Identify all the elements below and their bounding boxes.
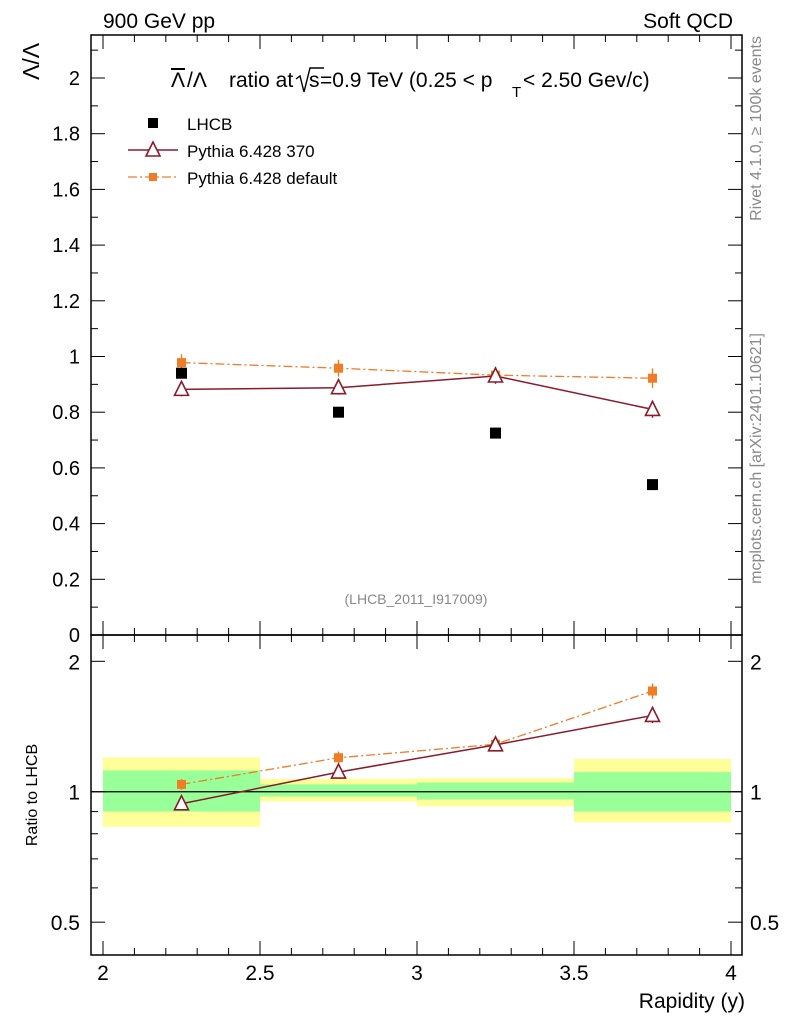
legend-label-pythia-default: Pythia 6.428 default [187, 169, 338, 188]
ratio-pythia-default-point [177, 779, 186, 789]
lhcb-data-point [647, 479, 658, 491]
title-part-d: T [512, 84, 521, 101]
ratio-y-label: Ratio to LHCB [24, 744, 41, 846]
y-tick-label: 0.8 [52, 402, 80, 424]
title-lambda: /Λ [187, 69, 207, 92]
y-tick-label: 1.4 [52, 235, 80, 257]
ratio-y-tick-label-right: 2 [750, 651, 762, 674]
header-left: 900 GeV pp [103, 10, 215, 33]
y-tick-label: 2 [69, 68, 80, 90]
series-pythia-default-line [181, 361, 653, 379]
ratio-pythia-370-point [644, 705, 661, 723]
chart-title: Λ /Λ ratio at s =0.9 TeV (0.25 < p T < 2… [171, 67, 650, 101]
y-tick-label: 0.2 [52, 569, 80, 591]
title-part-e: < 2.50 Gev/c) [523, 69, 650, 92]
header-right: Soft QCD [643, 10, 733, 33]
x-tick-label: 3 [411, 962, 423, 985]
y-axis-label: Λ/Λ [18, 42, 44, 80]
ratio-y-tick-label-right: 0.5 [750, 912, 779, 935]
ratio-pythia-370-point [487, 735, 504, 752]
mcplots-label: mcplots.cern.ch [arXiv:2401.10621] [748, 333, 765, 584]
pythia-default-point [177, 358, 186, 368]
lhcb-data-point [490, 427, 501, 439]
ratio-pythia-370-point [330, 762, 347, 779]
y-tick-label: 1 [69, 347, 80, 369]
ratio-band-inner [260, 784, 417, 797]
title-part-c: =0.9 TeV (0.25 < p [320, 69, 492, 92]
title-part-b: s [309, 69, 320, 92]
ratio-pythia-default-point [648, 686, 657, 696]
legend-label-lhcb: LHCB [187, 115, 232, 134]
pythia-default-point [334, 363, 343, 373]
pythia-default-point [648, 373, 657, 383]
ratio-band-inner [417, 782, 574, 800]
lhcb-data-point [176, 367, 187, 379]
title-part-a: ratio at [229, 69, 293, 92]
lhcb-data-point [333, 406, 344, 418]
ratio-y-tick-label: 2 [68, 651, 80, 674]
ratio-y-tick-label-right: 1 [750, 782, 762, 805]
y-tick-label: 1.8 [52, 124, 80, 146]
legend-marker-pythia-370 [144, 140, 162, 157]
x-axis-label: Rapidity (y) [639, 990, 745, 1013]
title-lambda-bar: Λ [171, 69, 185, 92]
ratio-panel: 2 2.5 3 3.5 4 0.5 0.5 1 1 2 2 [51, 634, 779, 985]
ratio-pythia-370-line [181, 714, 653, 805]
ratio-pythia-default-point [334, 753, 343, 763]
x-tick-label: 2.5 [245, 962, 274, 985]
y-tick-label: 0.6 [52, 458, 80, 480]
x-tick-label: 2 [97, 962, 109, 985]
ratio-y-tick-label: 0.5 [51, 912, 80, 935]
ratio-y-tick-label: 1 [68, 782, 80, 805]
ratio-pythia-370-point [173, 794, 190, 811]
pythia-370-point [173, 379, 190, 397]
pythia-370-point [330, 377, 347, 395]
rivet-label: Rivet 4.1.0, ≥ 100k events [748, 36, 765, 221]
title-sqrt-sign [295, 67, 324, 93]
y-tick-label: 1.2 [52, 291, 80, 313]
pythia-370-point [644, 399, 661, 417]
y-tick-label: 0.4 [52, 514, 80, 536]
y-tick-label: 1.6 [52, 179, 80, 201]
pythia-370-point [487, 366, 504, 383]
legend: LHCB Pythia 6.428 370 Pythia 6.428 default [128, 115, 338, 188]
series-pythia-370-line [181, 375, 653, 411]
x-tick-label: 4 [725, 962, 737, 985]
x-tick-label: 3.5 [559, 962, 588, 985]
ratio-pythia-default-line [181, 690, 653, 786]
legend-label-pythia-370: Pythia 6.428 370 [187, 142, 315, 161]
y-tick-label: 0 [69, 625, 80, 647]
legend-marker-pythia-default [149, 173, 157, 181]
analysis-id: (LHCB_2011_I917009) [345, 591, 488, 607]
legend-marker-lhcb [148, 118, 158, 128]
